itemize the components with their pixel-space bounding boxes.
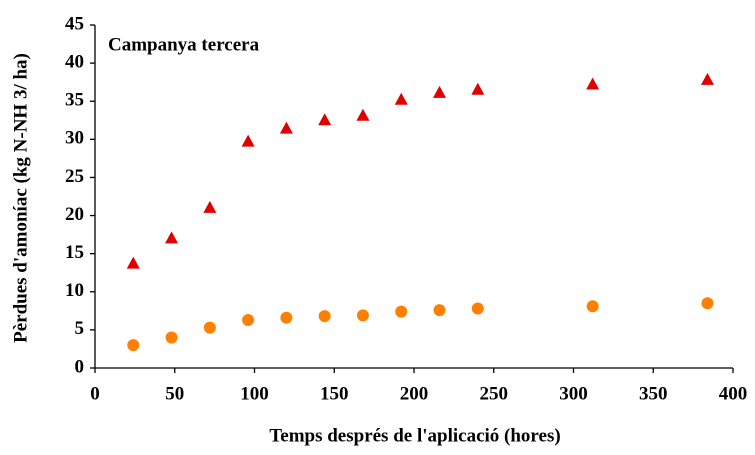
y-tick-label: 40	[65, 51, 84, 72]
triangle-marker	[279, 121, 293, 134]
y-tick-label: 5	[75, 318, 85, 339]
triangle-marker	[318, 113, 332, 126]
circle-marker	[433, 304, 446, 317]
x-tick-label: 350	[639, 383, 668, 404]
y-tick-label: 45	[65, 13, 84, 34]
triangle-marker	[433, 85, 447, 98]
triangle-marker	[586, 77, 600, 90]
triangle-marker	[471, 82, 485, 95]
circle-marker	[701, 297, 714, 310]
x-tick-label: 50	[165, 383, 184, 404]
triangle-marker	[165, 231, 179, 244]
circle-marker	[356, 309, 369, 322]
y-tick-label: 15	[65, 242, 84, 263]
x-tick-label: 400	[719, 383, 748, 404]
y-tick-label: 30	[65, 128, 84, 149]
x-tick-label: 250	[480, 383, 509, 404]
x-axis-label: Temps després de l'aplicació (hores)	[269, 425, 560, 446]
circle-marker	[242, 313, 255, 326]
y-axis-label: Pèrdues d'amoníac (kg N-NH 3/ ha)	[10, 53, 31, 343]
annotation: Campanya tercera	[108, 34, 260, 55]
triangle-marker	[241, 134, 255, 147]
y-tick-label: 0	[75, 356, 85, 377]
circle-marker	[471, 302, 484, 315]
triangle-marker	[126, 256, 140, 269]
y-tick-label: 20	[65, 204, 84, 225]
x-tick-label: 200	[400, 383, 429, 404]
circle-marker	[586, 300, 599, 313]
y-tick-label: 25	[65, 166, 84, 187]
triangle-marker	[700, 72, 714, 85]
x-tick-label: 0	[90, 383, 100, 404]
triangle-marker	[356, 108, 370, 121]
circle-marker	[395, 305, 408, 318]
circle-marker	[280, 311, 293, 324]
x-tick-label: 150	[320, 383, 349, 404]
x-tick-label: 100	[240, 383, 269, 404]
y-tick-label: 10	[65, 280, 84, 301]
triangle-marker	[394, 92, 408, 105]
circle-marker	[127, 339, 140, 352]
triangle-marker	[203, 200, 217, 213]
circle-marker	[203, 321, 216, 334]
circle-marker	[318, 310, 331, 323]
y-tick-label: 35	[65, 90, 84, 111]
circle-marker	[165, 331, 178, 344]
x-tick-label: 300	[559, 383, 588, 404]
